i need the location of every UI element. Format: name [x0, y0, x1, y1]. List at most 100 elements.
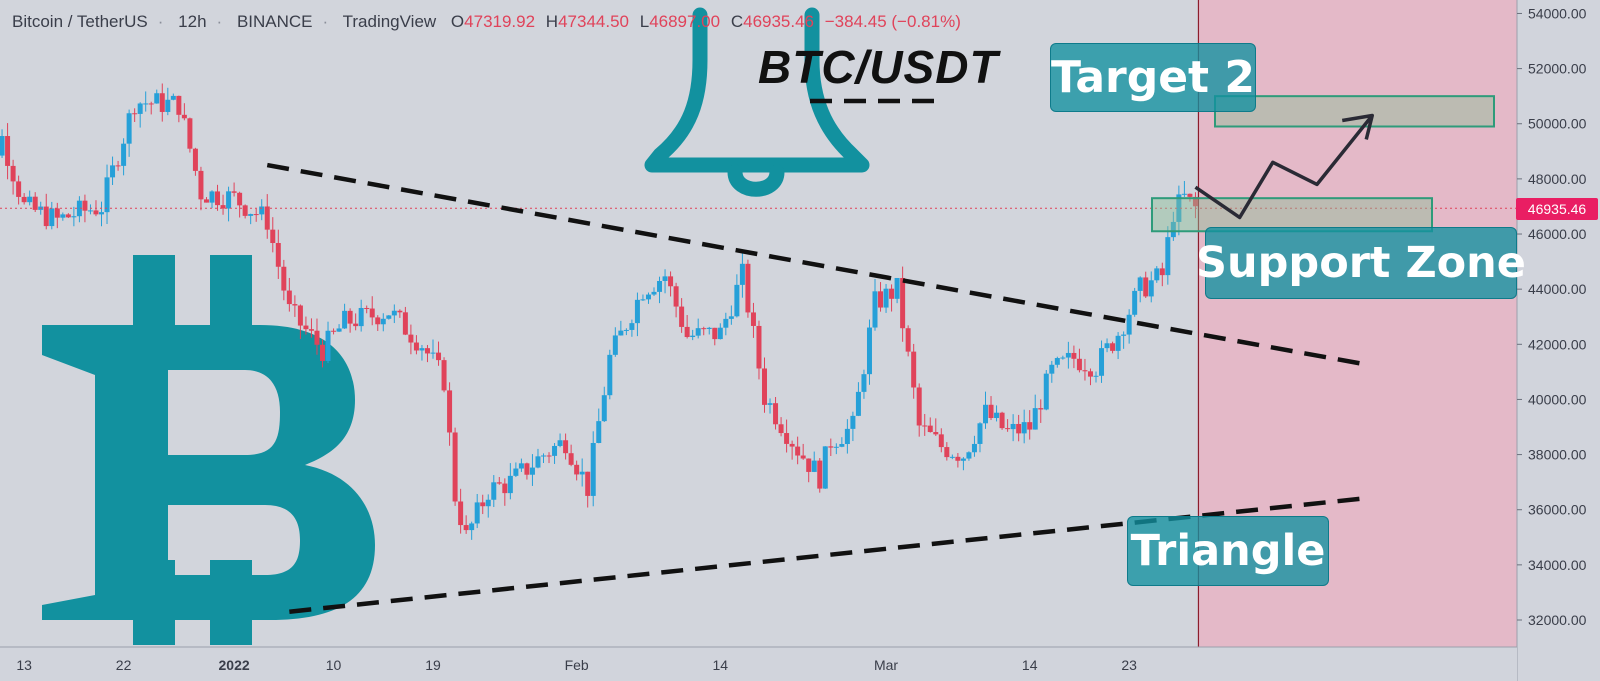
candle [734, 274, 740, 318]
interval-label[interactable]: 12h [178, 12, 207, 31]
candle-body [159, 93, 165, 112]
candle-body [226, 191, 232, 209]
candle [767, 398, 773, 414]
candle-body [1060, 357, 1066, 359]
candle-body [1110, 343, 1116, 351]
candle-body [458, 501, 464, 526]
candle-body [866, 327, 872, 375]
candle [325, 321, 331, 364]
candle [640, 294, 646, 301]
candle-body [54, 208, 60, 218]
candle-body [170, 95, 176, 100]
candle-body [828, 446, 834, 448]
candle-body [872, 291, 878, 328]
candle [1032, 394, 1038, 430]
candle [76, 196, 82, 223]
candle [756, 320, 762, 380]
candle [983, 391, 988, 429]
candle-body [612, 335, 618, 355]
candle-body [568, 453, 574, 465]
candle [154, 89, 160, 104]
candle-body [502, 483, 508, 494]
candle [121, 138, 127, 176]
candle [137, 102, 143, 128]
symbol-name[interactable]: Bitcoin / TetherUS [12, 12, 148, 31]
candle [574, 460, 580, 481]
candle-body [651, 291, 657, 295]
candle-body [806, 458, 812, 472]
candle [778, 417, 784, 437]
candle-body [32, 196, 38, 210]
candle [795, 436, 801, 465]
candle-body [1176, 194, 1182, 222]
candle-body [784, 433, 790, 444]
candle [579, 458, 585, 487]
candle-body [441, 360, 447, 391]
candle-body [402, 312, 408, 335]
candle [806, 458, 812, 483]
candle [866, 319, 872, 385]
candle [585, 471, 591, 508]
candle [54, 202, 60, 229]
candle-body [739, 263, 745, 285]
candle-body [430, 352, 436, 354]
candle-body [590, 442, 596, 496]
candle-body [408, 334, 414, 343]
candle [839, 437, 845, 448]
candle-body [712, 327, 718, 340]
candle [1143, 271, 1149, 299]
candle [220, 194, 226, 215]
candle [380, 313, 386, 332]
candle [889, 284, 895, 312]
candle-body [662, 276, 668, 281]
candle-body [529, 467, 535, 475]
candle-body [358, 307, 364, 327]
candle-body [1192, 196, 1198, 207]
candle [684, 314, 690, 339]
candle [988, 396, 994, 421]
candle-body [596, 421, 602, 443]
candle-body [922, 425, 928, 427]
pair-title: BTC/USDT [758, 41, 999, 93]
candle-body [1076, 358, 1082, 371]
candle [828, 438, 834, 456]
candle [1110, 341, 1116, 354]
candle [552, 442, 558, 464]
candle-body [297, 305, 303, 326]
x-tick-label: 19 [425, 657, 441, 673]
candle [651, 287, 657, 296]
candle [1043, 370, 1049, 411]
candle [568, 444, 574, 467]
candle [894, 277, 900, 304]
candle [623, 328, 629, 336]
candle [789, 440, 795, 460]
candle [1010, 414, 1016, 442]
candle-body [1148, 280, 1154, 297]
candle [784, 419, 790, 453]
candle [469, 521, 475, 540]
candle-body [187, 118, 193, 149]
candle-body [198, 170, 204, 200]
candle-body [524, 463, 530, 475]
price-axis: 54000.00 52000.00 50000.00 48000.00 46000.00… [1516, 0, 1600, 681]
candle [496, 477, 502, 485]
candle [336, 324, 342, 332]
candle [1005, 419, 1011, 432]
candle [452, 427, 458, 506]
exchange-label: BINANCE [236, 12, 313, 31]
candle [314, 318, 320, 355]
close-label: C [730, 12, 744, 31]
candle [65, 213, 71, 218]
candle [1126, 309, 1132, 344]
y-tick-label: 48000.00 [1528, 171, 1587, 187]
candle [198, 166, 204, 211]
x-tick-label: 13 [16, 657, 32, 673]
candle [170, 93, 176, 101]
candle [71, 206, 77, 227]
candle-body [320, 344, 325, 361]
candle-body [795, 446, 801, 456]
platform-label: TradingView [342, 12, 437, 31]
candle-body [5, 136, 11, 166]
